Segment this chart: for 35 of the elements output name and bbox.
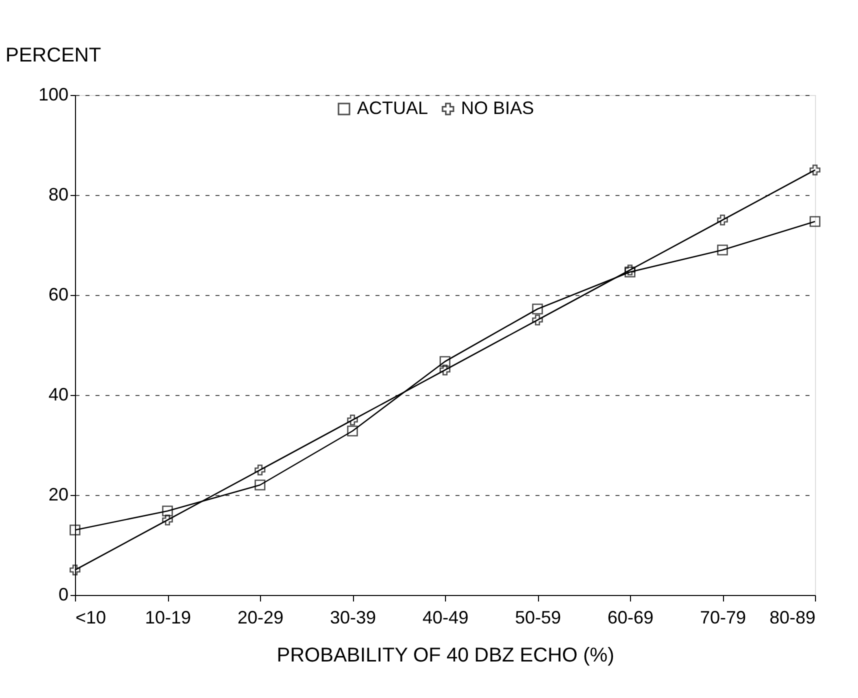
point [70, 524, 80, 536]
legend-label: NO BIAS [461, 98, 534, 118]
x-axis-title: PROBABILITY OF 40 DBZ ECHO (%) [276, 644, 614, 666]
x-tick-label: 80-89 [769, 608, 816, 628]
point [162, 506, 173, 516]
x-tick-label: <10 [76, 608, 106, 628]
point [347, 426, 358, 436]
x-tick-label: 20-29 [237, 608, 284, 628]
y-axis-title: PERCENT [6, 44, 102, 66]
legend-label: ACTUAL [357, 98, 428, 118]
point [717, 214, 728, 226]
y-tick-label: 80 [48, 184, 68, 204]
x-tick-label: 70-79 [700, 608, 746, 628]
point [532, 304, 543, 314]
point [440, 364, 450, 376]
x-tick-label: 50-59 [514, 608, 562, 628]
y-tick-label: 100 [38, 84, 68, 104]
point [810, 216, 820, 227]
y-tick-label: 20 [48, 484, 68, 504]
x-tick-label: 60-69 [607, 608, 654, 628]
point [532, 314, 543, 326]
x-tick-label: 30-39 [330, 608, 376, 628]
point [254, 464, 266, 476]
point [717, 244, 728, 256]
x-tick-label: 40-49 [422, 608, 469, 628]
point [254, 480, 266, 490]
point [162, 514, 173, 526]
x-tick-label: 10-19 [144, 608, 192, 628]
point [347, 414, 358, 426]
y-tick-label: 0 [58, 584, 68, 604]
point [440, 356, 450, 367]
y-tick-label: 40 [48, 384, 68, 404]
y-tick-label: 60 [48, 284, 68, 304]
point [810, 164, 820, 176]
point [70, 564, 80, 576]
